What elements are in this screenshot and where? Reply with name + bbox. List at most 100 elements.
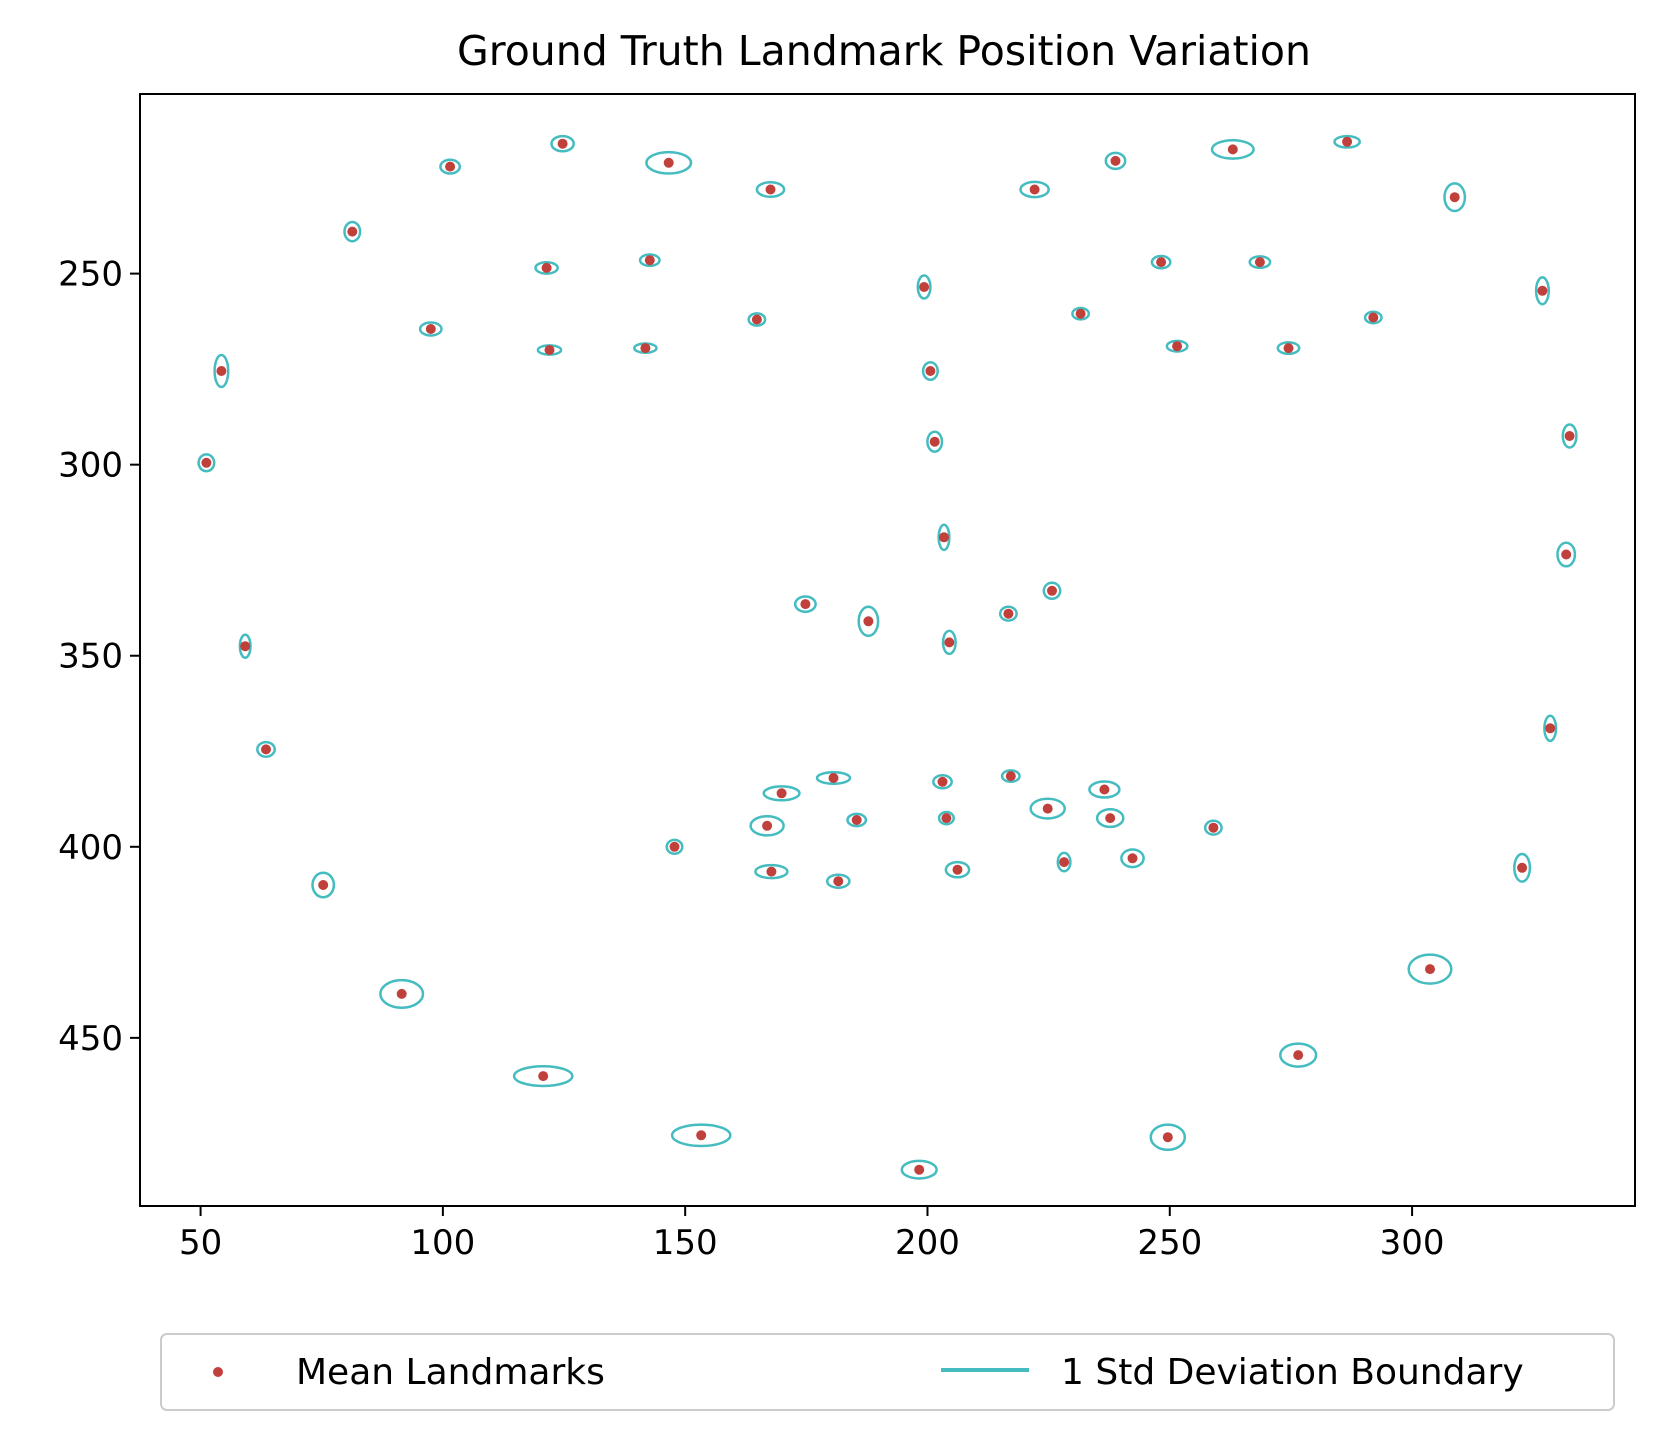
std-ellipse	[998, 605, 1018, 622]
x-tick-label: 50	[179, 1223, 222, 1263]
mean-landmark-point	[776, 788, 787, 799]
mean-landmark-point	[937, 776, 948, 787]
mean-landmark-point	[261, 744, 271, 755]
mean-landmark-point	[240, 641, 251, 652]
std-ellipse	[793, 595, 817, 613]
mean-landmark-point	[1425, 964, 1435, 975]
plot-frame	[139, 93, 1636, 1207]
mean-landmark-point	[929, 436, 940, 447]
mean-landmark-point	[863, 616, 874, 627]
mean-landmark-point	[1059, 857, 1070, 868]
mean-landmark-point	[1368, 312, 1379, 323]
legend-std-label: 1 Std Deviation Boundary	[1061, 1352, 1524, 1393]
std-ellipse	[1056, 851, 1072, 873]
mean-landmark-point	[1099, 784, 1110, 795]
x-tick-label: 300	[1380, 1223, 1445, 1263]
chart-title: Ground Truth Landmark Position Variation	[457, 27, 1311, 75]
std-ellipse	[1042, 581, 1062, 601]
mean-landmark-point	[1110, 155, 1121, 166]
std-ellipse	[512, 1064, 574, 1088]
std-ellipse	[941, 629, 957, 656]
mean-landmark-point	[1172, 341, 1183, 352]
legend-mean-label: Mean Landmarks	[296, 1352, 605, 1393]
std-ellipse	[1019, 180, 1050, 199]
mean-landmark-point	[851, 815, 862, 825]
mean-landmark-point	[766, 866, 777, 877]
std-ellipse	[754, 863, 789, 880]
std-ellipse	[825, 873, 851, 889]
mean-landmark-point	[1162, 1132, 1173, 1143]
mean-landmark-point	[396, 988, 407, 999]
mean-landmark-point	[1561, 549, 1572, 560]
std-ellipse	[755, 180, 786, 199]
mean-landmark-point	[696, 1130, 707, 1141]
std-ellipse	[256, 740, 276, 758]
std-ellipse	[311, 871, 336, 899]
std-ellipse	[670, 1123, 732, 1148]
std-ellipse	[747, 312, 767, 327]
mean-landmark-point	[1254, 257, 1265, 268]
std-ellipse	[379, 978, 425, 1009]
mean-landmark-point	[663, 157, 674, 168]
std-ellipse	[937, 523, 951, 552]
mean-landmark-point	[1293, 1050, 1304, 1061]
mean-landmark-point	[216, 366, 227, 376]
mean-landmark-point	[1537, 285, 1548, 296]
mean-landmark-point	[1047, 585, 1057, 596]
legend-frame	[160, 1333, 1615, 1411]
y-axis: 250 300 350 400 450	[58, 255, 140, 1059]
std-ellipse	[1276, 341, 1301, 356]
mean-landmark-point	[538, 1071, 549, 1082]
mean-landmark-point	[1005, 771, 1016, 782]
std-ellipse	[343, 220, 362, 243]
std-ellipse	[1534, 276, 1550, 306]
std-ellipse	[1279, 1042, 1318, 1068]
std-ellipse	[900, 1159, 938, 1180]
mean-landmark-point	[1105, 813, 1116, 824]
std-ellipse	[944, 860, 971, 879]
std-ellipse	[418, 321, 443, 337]
std-ellipse	[749, 814, 785, 837]
mean-landmark-point	[1283, 343, 1294, 354]
std-ellipse	[815, 771, 852, 785]
mean-landmark-point	[941, 813, 952, 824]
std-ellipse	[1165, 339, 1189, 353]
std-ellipse	[439, 158, 462, 175]
mean-landmark-point	[1156, 257, 1167, 268]
std-ellipse	[1120, 848, 1145, 869]
std-ellipse	[937, 810, 955, 826]
mean-landmark-point	[557, 138, 568, 149]
std-ellipse	[1543, 714, 1558, 743]
mean-landmark-point	[944, 637, 955, 648]
x-tick-label: 250	[1137, 1223, 1202, 1263]
mean-landmark-point	[762, 820, 773, 831]
std-ellipse	[638, 253, 661, 268]
mean-landmark-point	[640, 343, 651, 354]
std-ellipse	[1000, 769, 1021, 784]
std-ellipse	[197, 453, 216, 473]
mean-landmark-point	[1545, 723, 1556, 734]
std-ellipse	[1556, 541, 1577, 568]
std-ellipse	[762, 785, 801, 802]
mean-landmark-point	[919, 282, 930, 292]
mean-landmark-point	[544, 345, 555, 355]
std-ellipse	[1210, 138, 1255, 160]
std-ellipse	[932, 774, 953, 790]
plot-area	[197, 134, 1578, 1180]
legend-mean-marker	[213, 1367, 223, 1377]
mean-landmark-point	[765, 184, 776, 195]
x-axis: 50 100 150 200 250 300	[179, 1206, 1445, 1263]
mean-landmark-point	[1003, 608, 1014, 619]
mean-landmark-point	[1227, 144, 1238, 155]
mean-landmark-point	[1042, 803, 1053, 814]
x-tick-label: 100	[410, 1223, 475, 1263]
mean-landmark-point	[1208, 822, 1219, 833]
mean-landmark-point	[1075, 308, 1086, 319]
y-tick-label: 400	[58, 828, 123, 868]
std-ellipse	[534, 260, 559, 275]
std-ellipse	[1513, 852, 1532, 883]
std-ellipse	[1104, 151, 1127, 171]
std-ellipse	[645, 150, 693, 175]
